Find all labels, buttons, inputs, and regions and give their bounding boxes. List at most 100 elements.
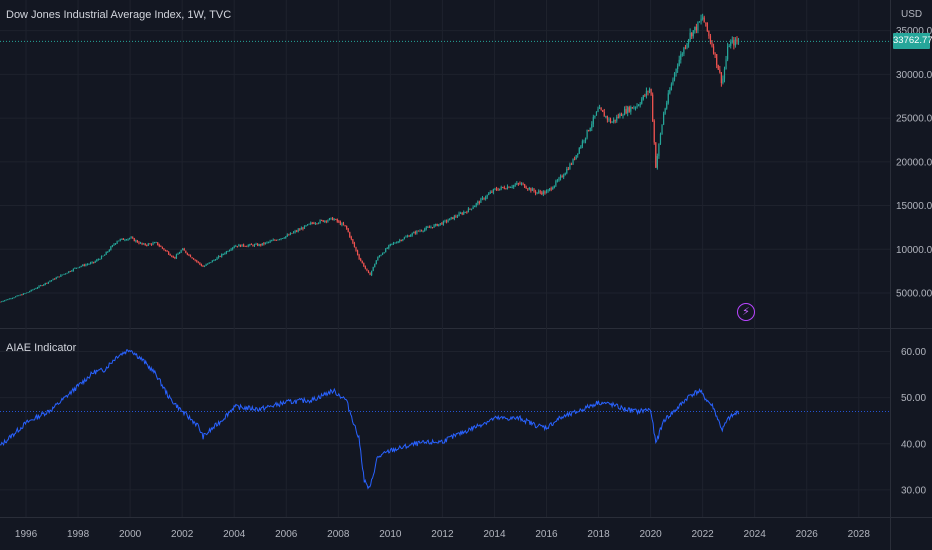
candle-body <box>47 281 50 284</box>
candle-body <box>703 17 705 23</box>
candle-body <box>188 254 190 256</box>
candle-body <box>525 187 527 189</box>
candle-body <box>630 107 632 112</box>
candle-body <box>261 243 263 246</box>
candle-body <box>119 239 121 241</box>
candle-body <box>210 262 212 264</box>
candle-body <box>452 217 454 219</box>
candle-body <box>514 184 516 186</box>
time-axis-tick-label: 1998 <box>67 529 90 540</box>
candle-body <box>681 53 683 55</box>
candle-body <box>161 246 163 249</box>
candle-body <box>43 284 45 286</box>
candle-body <box>85 264 87 266</box>
candle-body <box>639 103 641 106</box>
candle-body <box>628 107 630 112</box>
candle-body <box>250 244 252 246</box>
candle-body <box>349 232 351 237</box>
indicator-axis-tick-label: 60.00 <box>901 347 926 358</box>
candle-body <box>60 274 62 277</box>
candle-body <box>213 259 215 261</box>
candle-body <box>199 262 201 265</box>
candle-body <box>567 169 569 170</box>
candle-body <box>547 189 549 192</box>
candle-body <box>171 255 173 257</box>
candle-body <box>466 211 468 213</box>
pane-separator[interactable] <box>0 328 932 329</box>
price-axis-tick-label: 20000.00 <box>896 157 932 168</box>
candle-body <box>424 229 426 231</box>
candle-body <box>36 287 39 289</box>
candle-body <box>472 207 474 209</box>
candle-body <box>716 54 718 66</box>
candle-body <box>430 226 432 228</box>
candle-body <box>280 238 282 240</box>
candle-body <box>182 248 184 251</box>
candle-body <box>58 276 60 278</box>
candle-body <box>0 301 1 303</box>
candle-body <box>394 242 396 244</box>
currency-label[interactable]: USD <box>901 9 923 20</box>
candle-body <box>383 252 385 254</box>
candle-body <box>255 243 257 245</box>
candle-body <box>147 243 149 246</box>
candle-body <box>499 188 501 191</box>
candle-body <box>728 45 730 47</box>
candle-body <box>509 187 512 188</box>
candle-body <box>399 240 401 242</box>
candle-body <box>283 237 285 239</box>
candle-body <box>584 137 587 141</box>
candle-body <box>620 114 623 116</box>
candle-body <box>124 239 126 241</box>
candle-body <box>366 268 368 271</box>
price-axis-tick-label: 35000.00 <box>896 26 932 37</box>
candle-body <box>313 223 315 224</box>
candle-body <box>91 261 93 263</box>
candle-body <box>305 225 307 227</box>
lightning-bolt-icon[interactable]: ⚡ <box>737 303 755 321</box>
candle-body <box>205 264 207 266</box>
candle-body <box>321 220 323 222</box>
candle-body <box>310 222 312 224</box>
candle-body <box>678 59 680 66</box>
candle-body <box>670 84 673 91</box>
main-chart-title[interactable]: Dow Jones Industrial Average Index, 1W, … <box>6 9 232 21</box>
candle-body <box>733 40 735 46</box>
candle-body <box>456 216 459 217</box>
candle-body <box>447 220 449 222</box>
candle-body <box>79 266 81 268</box>
candle-body <box>127 238 129 240</box>
candle-body <box>168 251 170 255</box>
candle-body <box>661 124 663 134</box>
candle-body <box>477 201 479 204</box>
candle-body <box>125 239 128 241</box>
candle-body <box>648 88 651 92</box>
candle-body <box>517 183 519 185</box>
candle-body <box>491 192 493 193</box>
candle-body <box>114 243 117 245</box>
candle-body <box>522 183 524 185</box>
candle-body <box>702 17 704 19</box>
candle-body <box>330 217 332 219</box>
candle-body <box>319 220 321 223</box>
candle-body <box>89 262 92 264</box>
candle-body <box>141 242 143 245</box>
candle-body <box>322 220 324 222</box>
indicator-title[interactable]: AIAE Indicator <box>6 342 77 354</box>
candle-body <box>68 271 70 273</box>
candle-body <box>634 107 637 109</box>
candle-body <box>22 293 25 295</box>
candle-body <box>622 115 624 116</box>
candle-body <box>541 192 543 195</box>
candle-body <box>553 185 555 188</box>
candle-body <box>736 39 738 42</box>
candle-body <box>247 245 249 247</box>
candle-body <box>11 297 14 299</box>
candle-body <box>520 183 523 185</box>
candle-body <box>595 111 598 116</box>
candle-body <box>77 267 79 269</box>
candle-body <box>530 188 532 191</box>
candle-body <box>197 261 199 263</box>
candle-body <box>697 22 699 31</box>
